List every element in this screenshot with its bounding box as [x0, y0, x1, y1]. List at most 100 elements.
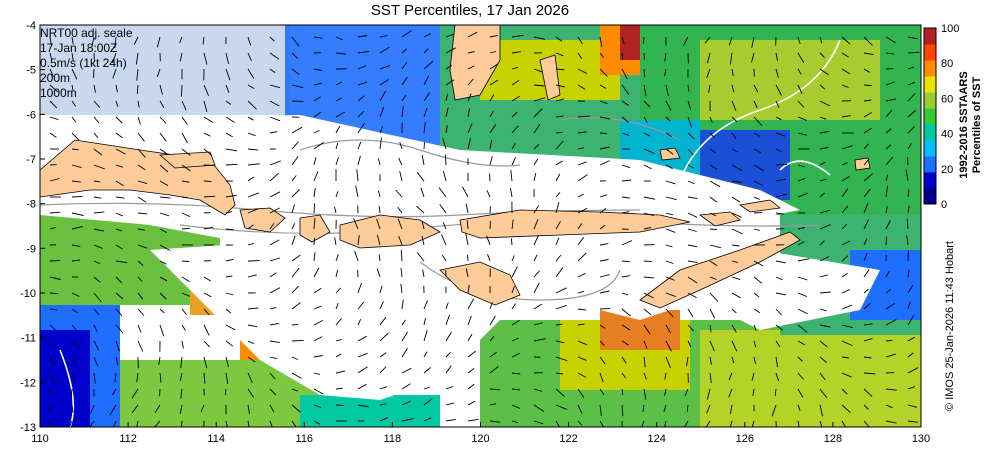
current-vector — [731, 292, 741, 299]
current-vector — [819, 68, 829, 76]
current-vector — [687, 244, 698, 248]
current-vector — [577, 193, 584, 198]
current-vector — [400, 267, 403, 278]
current-vector — [181, 308, 187, 316]
current-vector — [335, 353, 342, 358]
current-vector — [154, 404, 161, 414]
current-vector — [797, 324, 808, 333]
current-vector — [599, 259, 609, 262]
current-vector — [863, 173, 873, 182]
current-vector — [621, 68, 628, 80]
current-vector — [465, 268, 469, 278]
current-vector — [643, 388, 647, 400]
current-vector — [885, 185, 889, 198]
current-vector — [841, 420, 846, 427]
current-vector — [731, 228, 743, 235]
current-vector — [797, 404, 801, 411]
current-vector — [203, 308, 210, 316]
current-vector — [247, 100, 257, 110]
current-vector — [729, 420, 733, 427]
current-vector — [841, 223, 847, 230]
current-vector — [753, 148, 761, 154]
current-vector — [355, 185, 359, 198]
current-vector — [687, 180, 695, 185]
legend-contour-200: 200m — [40, 71, 71, 85]
current-vector — [577, 404, 583, 414]
current-vector — [621, 388, 624, 396]
current-vector — [397, 218, 403, 230]
current-vector — [91, 36, 95, 46]
current-vector — [577, 84, 586, 90]
current-vector — [642, 36, 645, 44]
map-legend: NRT00 adj. seale 17-Jan 18:00Z 0.5m/s (1… — [40, 26, 133, 101]
current-vector — [445, 33, 454, 38]
current-vector — [335, 269, 339, 278]
current-vector — [841, 188, 849, 198]
current-vector — [269, 100, 280, 107]
current-vector — [113, 420, 117, 427]
current-vector — [885, 404, 893, 409]
current-vector — [115, 116, 123, 124]
current-vector — [577, 290, 585, 294]
current-vector — [511, 319, 520, 326]
current-vector — [93, 340, 100, 351]
current-vector — [599, 116, 611, 120]
current-vector — [334, 206, 337, 214]
current-vector — [643, 292, 654, 299]
current-vector — [137, 244, 148, 249]
current-vector — [93, 211, 105, 214]
current-vector — [357, 301, 365, 310]
current-vector — [269, 388, 277, 396]
current-vector — [664, 388, 667, 396]
current-vector — [401, 400, 411, 406]
current-vector — [731, 180, 742, 183]
current-vector — [907, 352, 914, 358]
current-vector — [115, 260, 128, 264]
current-vector — [753, 340, 757, 348]
current-vector — [687, 148, 694, 156]
current-vector — [71, 36, 74, 45]
current-vector — [225, 258, 234, 262]
current-vector — [465, 233, 469, 246]
current-vector — [93, 196, 102, 199]
current-vector — [112, 52, 117, 63]
current-vector — [115, 84, 118, 93]
current-vector — [797, 177, 806, 182]
current-vector — [533, 84, 545, 87]
land-wetar — [738, 199, 781, 213]
x-tick-label: 118 — [384, 433, 402, 445]
current-vector — [356, 169, 359, 182]
current-vector — [704, 36, 711, 44]
current-vector — [819, 340, 828, 348]
current-vector — [135, 52, 139, 65]
current-vector — [247, 388, 255, 398]
current-vector — [313, 203, 316, 214]
current-vector — [420, 187, 425, 198]
current-vector — [416, 171, 425, 182]
current-vector — [313, 388, 324, 395]
current-vector — [621, 179, 632, 182]
current-vector — [137, 148, 146, 158]
current-vector — [863, 84, 872, 87]
current-vector — [511, 143, 516, 150]
current-vector — [379, 316, 387, 326]
current-vector — [621, 196, 631, 199]
current-vector — [489, 63, 498, 70]
current-vector — [511, 51, 521, 54]
current-vector — [863, 338, 873, 342]
current-vector — [357, 335, 367, 342]
current-vector — [49, 388, 52, 396]
current-vector — [555, 52, 564, 57]
current-vector — [401, 348, 408, 358]
current-vector — [775, 68, 779, 78]
current-vector — [71, 324, 78, 332]
current-vector — [753, 180, 763, 186]
current-vector — [181, 180, 190, 183]
current-vector — [93, 100, 101, 108]
current-vector — [665, 196, 677, 201]
current-vector — [819, 256, 830, 262]
current-vector — [577, 323, 585, 326]
current-vector — [907, 301, 911, 310]
current-vector — [247, 324, 258, 328]
